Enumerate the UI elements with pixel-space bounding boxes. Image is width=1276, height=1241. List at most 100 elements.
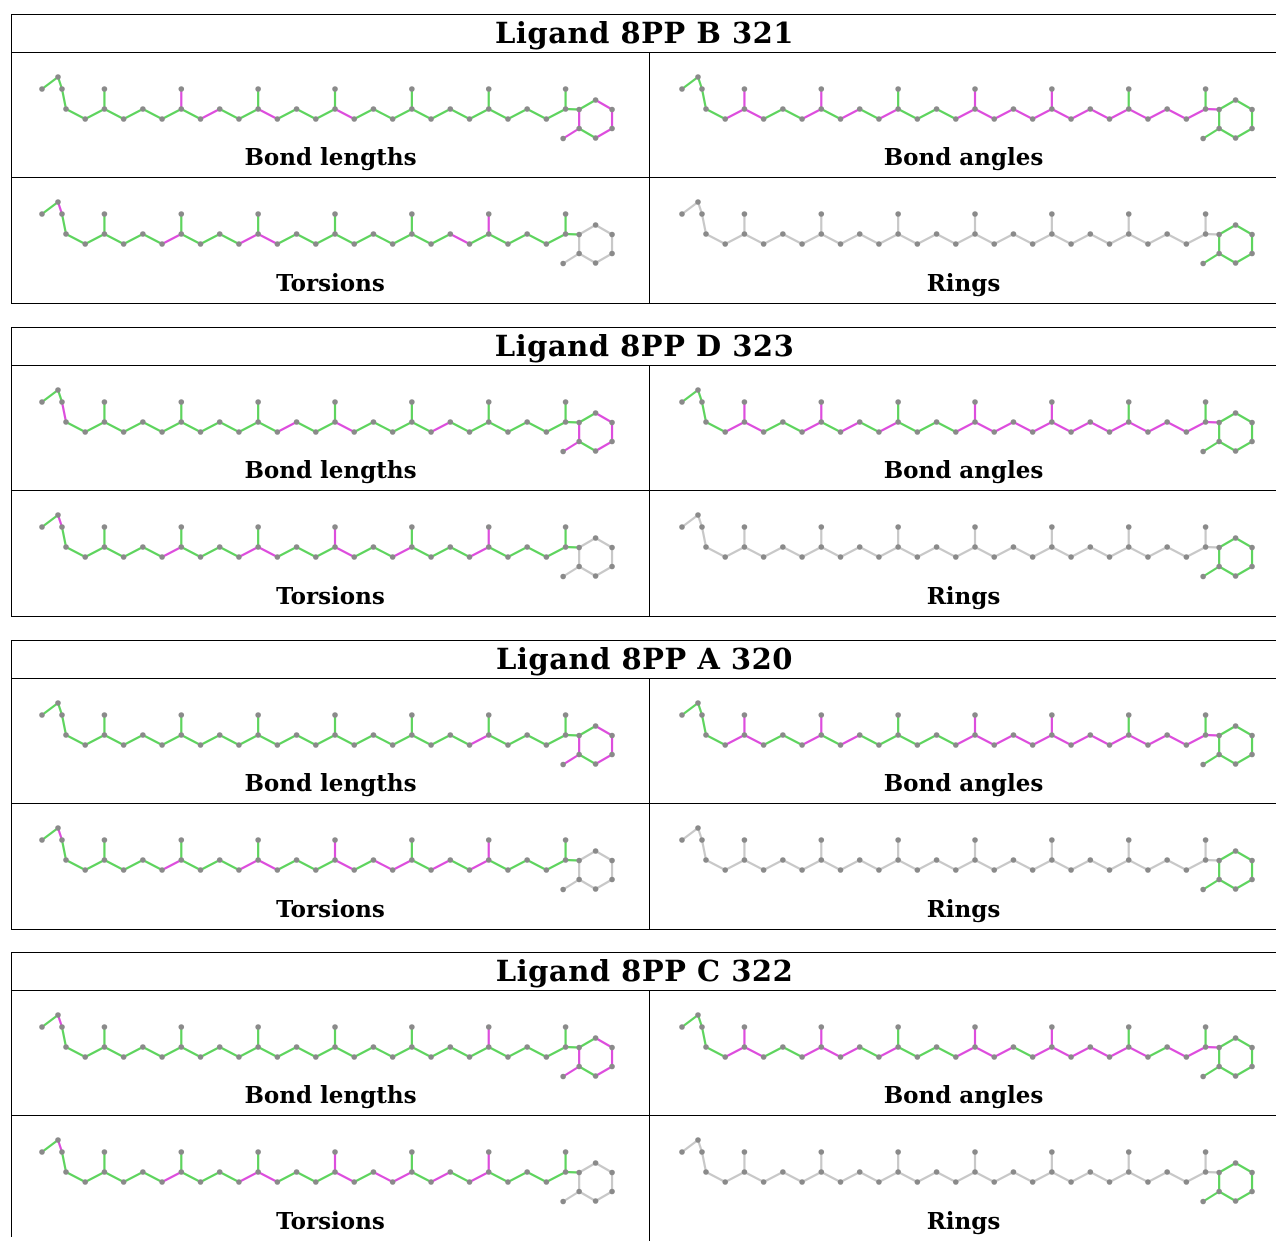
atom (1232, 222, 1239, 228)
atom (592, 97, 599, 103)
atom (991, 554, 998, 560)
atom (741, 231, 748, 237)
atom (59, 837, 65, 843)
bond (40, 513, 60, 529)
bond (743, 545, 765, 559)
atom (1216, 1044, 1222, 1051)
atom (1232, 761, 1239, 767)
bond (295, 545, 317, 559)
bond (700, 212, 708, 236)
atom (255, 399, 261, 405)
atom (101, 1149, 108, 1155)
atom (592, 448, 599, 454)
atom (560, 886, 566, 893)
atom (876, 241, 882, 247)
atom (972, 1149, 978, 1155)
atom (332, 1044, 338, 1050)
atom (818, 732, 825, 738)
atom (332, 1149, 338, 1155)
bond (1166, 858, 1188, 872)
atom (609, 1044, 615, 1051)
atom (1049, 106, 1055, 112)
atom (576, 419, 582, 426)
bond (700, 713, 708, 737)
bond (1069, 232, 1092, 246)
atom (895, 1024, 901, 1030)
atom (560, 761, 566, 768)
bond (218, 107, 241, 121)
atom (1106, 742, 1113, 748)
atom (63, 1044, 69, 1050)
atom (1145, 116, 1151, 122)
atom (1232, 410, 1239, 416)
atom (722, 554, 729, 560)
bond (1146, 545, 1169, 559)
atom (332, 1024, 338, 1030)
bond (180, 733, 202, 747)
bond (314, 107, 337, 121)
bond (353, 107, 375, 121)
bond (257, 107, 279, 121)
atom (1232, 448, 1239, 454)
bond (1012, 1170, 1034, 1184)
bond (993, 733, 1015, 747)
atom (505, 116, 511, 122)
ring-bond (1234, 1190, 1254, 1203)
bond (468, 545, 490, 559)
atom (576, 751, 582, 758)
atom (952, 1179, 959, 1185)
atom (1249, 106, 1255, 113)
ligand-title: Ligand 8PP B 321 (12, 15, 1276, 53)
atom (562, 1044, 569, 1050)
bond (487, 545, 510, 559)
atom (972, 732, 978, 738)
ring-bond (594, 724, 614, 737)
atom (236, 742, 242, 748)
atom (1145, 742, 1151, 748)
bond (800, 545, 823, 559)
bond (1185, 733, 1207, 747)
panel-bond-angles: Bond angles (649, 366, 1276, 491)
atom (562, 1024, 569, 1030)
atom (952, 116, 959, 122)
atom (39, 524, 45, 530)
bond (1166, 420, 1188, 434)
bond (391, 232, 413, 246)
bond (562, 565, 581, 578)
bond (935, 1045, 957, 1059)
atom (505, 554, 511, 560)
bond (160, 545, 183, 559)
atom (178, 231, 185, 237)
ring-bond (1218, 849, 1237, 862)
bond (295, 733, 317, 747)
bond (781, 858, 804, 872)
bond (64, 107, 87, 121)
atom (1216, 563, 1222, 570)
atom (1202, 732, 1209, 738)
bond (506, 545, 529, 559)
bond (545, 232, 567, 246)
atom (741, 857, 748, 863)
atom (972, 1024, 978, 1030)
atom (101, 1024, 108, 1030)
ring-bond (1234, 878, 1254, 891)
atom (703, 1169, 709, 1175)
bond (545, 1170, 567, 1184)
bond (993, 545, 1015, 559)
atom (1183, 1179, 1190, 1185)
atom (236, 429, 242, 435)
atom (409, 857, 415, 863)
ring-bond (578, 753, 597, 766)
bond (724, 232, 746, 246)
bond (60, 838, 68, 862)
atom (1010, 1169, 1017, 1175)
atom (818, 106, 825, 112)
ring-bond (594, 252, 614, 265)
atom (1049, 524, 1055, 530)
bond (858, 1045, 881, 1059)
atom (1249, 1169, 1255, 1176)
atom (1202, 399, 1209, 405)
atom (59, 712, 65, 718)
atom (818, 1024, 825, 1030)
bond (704, 858, 727, 872)
